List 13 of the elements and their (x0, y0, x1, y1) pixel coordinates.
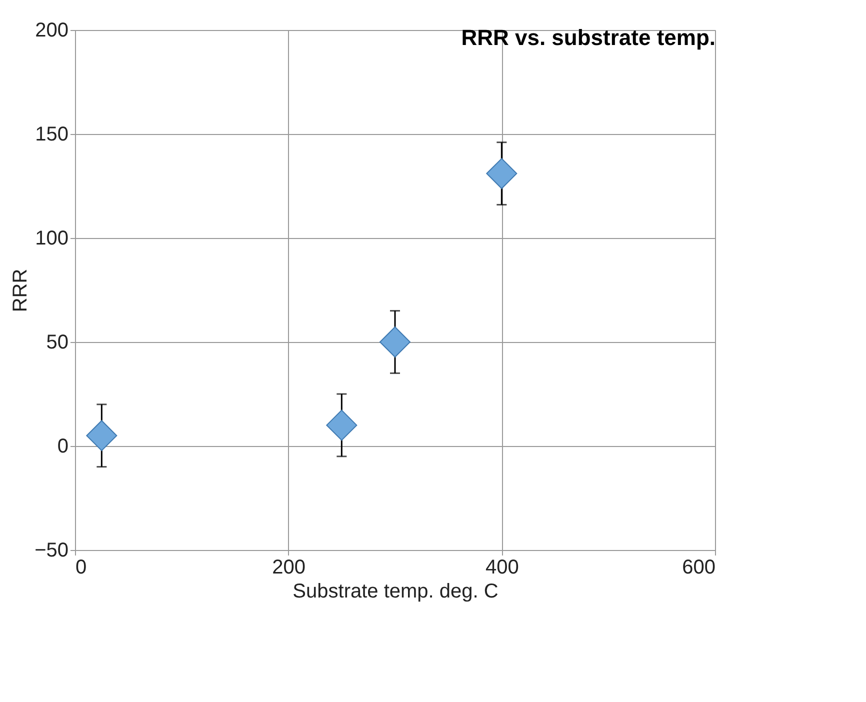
y-tick-label: −50 (34, 540, 68, 562)
x-axis-title: Substrate temp. deg. C (292, 580, 498, 602)
y-tick-label: 100 (35, 228, 68, 250)
x-tick-label: 200 (272, 556, 306, 578)
y-tick-label: 150 (35, 124, 68, 146)
x-tick-label: 0 (76, 556, 87, 578)
y-tick-label: 200 (35, 20, 68, 42)
y-tick-label: 0 (57, 436, 68, 458)
x-tick-label: 600 (682, 556, 716, 578)
x-tick-label: 400 (485, 556, 519, 578)
y-axis-title: RRR (10, 268, 32, 312)
chart-title: RRR vs. substrate temp. (461, 25, 716, 50)
y-tick-label: 50 (46, 332, 68, 354)
